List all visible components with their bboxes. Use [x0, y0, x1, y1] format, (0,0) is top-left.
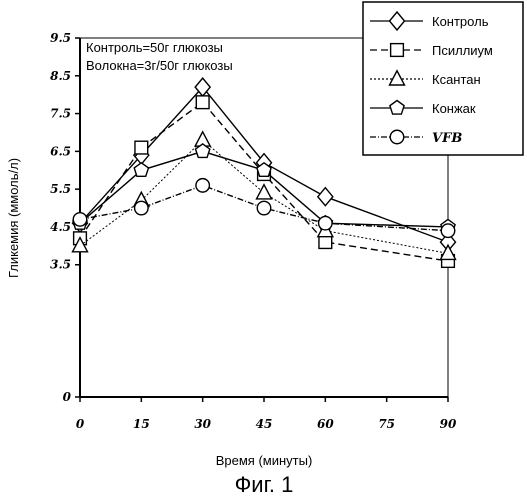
annotation-fibers: Волокна=3г/50г глюкозы [86, 58, 233, 73]
legend-label: VFB [432, 131, 462, 146]
data-point [319, 236, 332, 249]
x-tick-label: 60 [317, 417, 334, 431]
legend-marker [391, 44, 404, 57]
data-point [441, 245, 456, 259]
data-point [134, 163, 148, 177]
data-point [196, 179, 210, 193]
data-point [257, 201, 271, 215]
data-point [196, 96, 209, 109]
x-tick-label: 75 [378, 417, 395, 431]
legend-label: Конжак [432, 101, 476, 116]
data-point [441, 224, 455, 238]
x-tick-labels: 0 15 30 45 60 75 90 [76, 397, 457, 431]
y-tick-label: 5.5 [50, 182, 71, 196]
x-tick-label: 30 [194, 417, 211, 431]
y-axis-label: Гликемия (ммоль/л) [6, 158, 21, 278]
y-tick-label: 9.5 [50, 31, 71, 45]
data-point [135, 141, 148, 154]
y-tick-label: 4.5 [50, 220, 71, 234]
y-tick-label: 6.5 [50, 144, 71, 158]
x-axis-label: Время (минуты) [216, 453, 313, 468]
annotation-control: Контроль=50г глюкозы [86, 40, 223, 55]
legend-marker [390, 130, 404, 144]
data-point [73, 213, 87, 227]
y-tick-label: 3.5 [50, 258, 71, 272]
x-tick-label: 15 [133, 417, 150, 431]
y-tick-label: 0 [63, 390, 72, 404]
legend-label: Ксантан [432, 72, 481, 87]
y-tick-label: 7.5 [50, 107, 71, 121]
x-tick-label: 90 [440, 417, 457, 431]
x-tick-label: 0 [76, 417, 85, 431]
data-point [318, 188, 333, 206]
data-point [319, 216, 333, 230]
x-tick-label: 45 [256, 417, 273, 431]
legend-label: Контроль [432, 14, 489, 29]
data-point [257, 185, 272, 199]
legend-label: Псиллиум [432, 43, 493, 58]
data-point [135, 201, 149, 215]
figure-caption: Фиг. 1 [235, 472, 294, 497]
y-tick-label: 8.5 [50, 69, 71, 83]
